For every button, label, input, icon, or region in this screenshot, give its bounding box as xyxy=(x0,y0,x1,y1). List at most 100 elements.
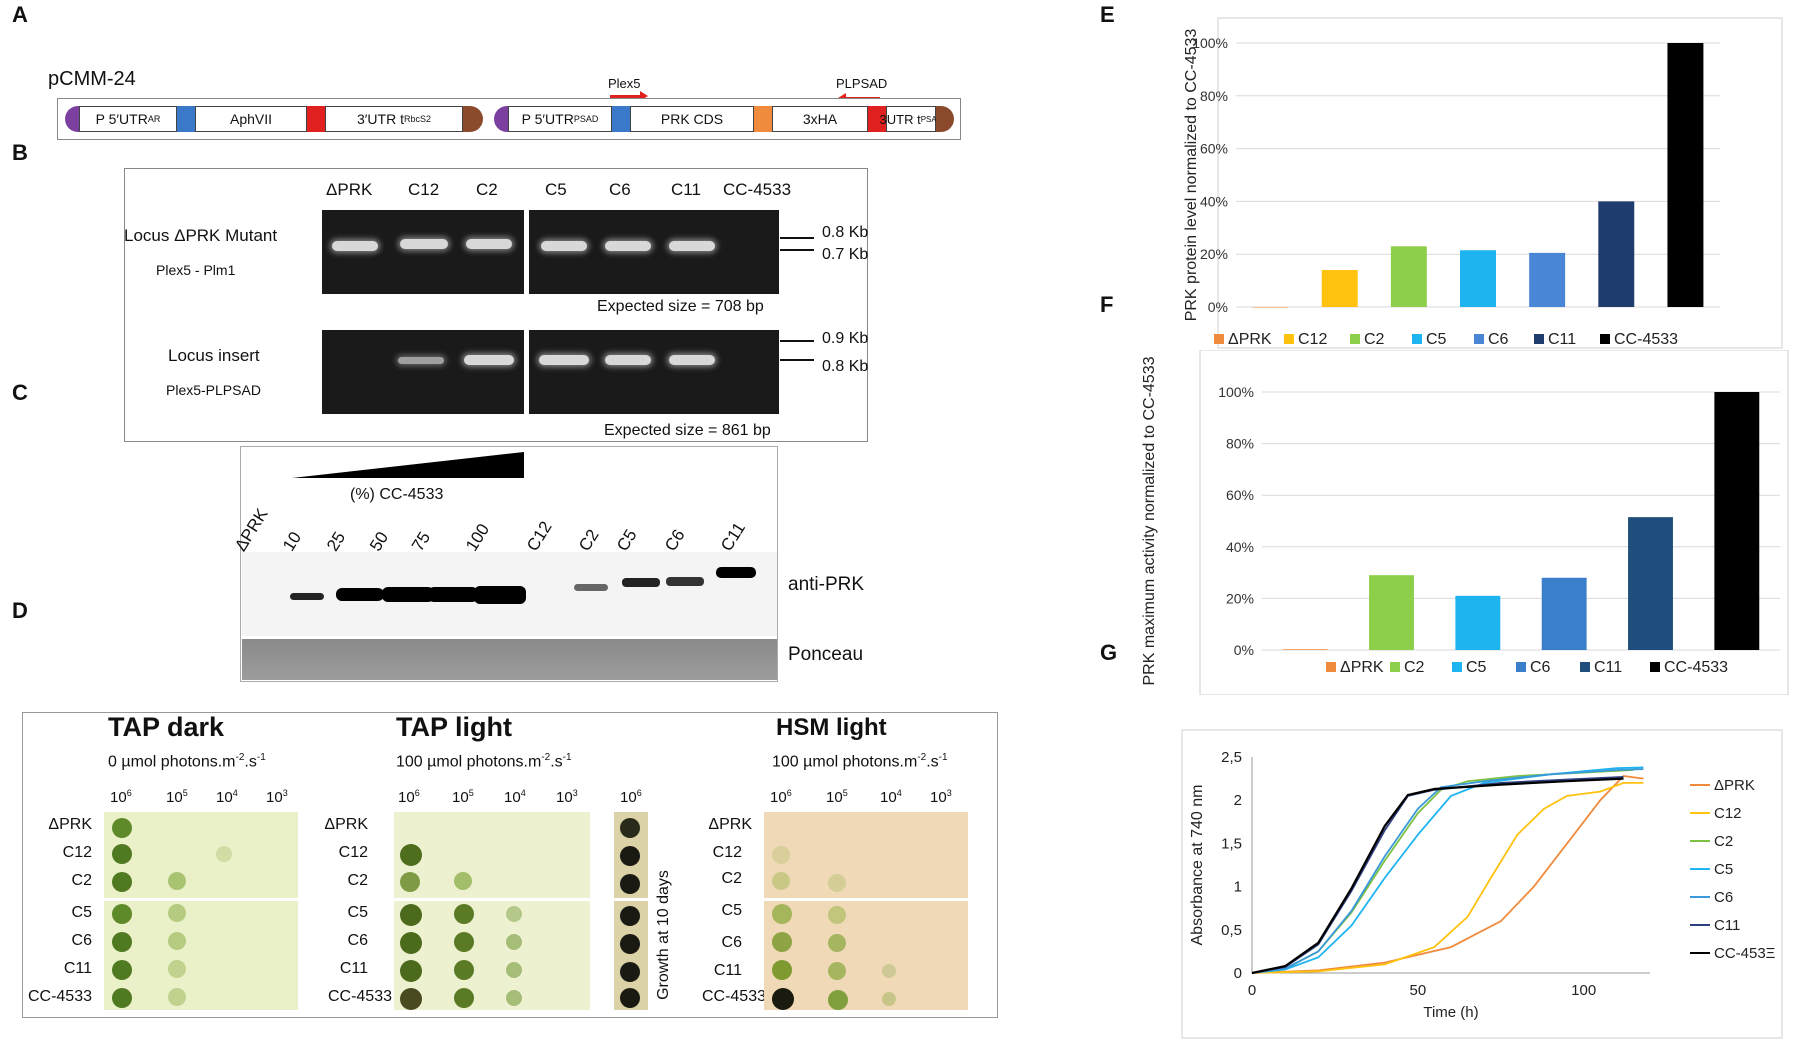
strain-label: C12 xyxy=(62,844,92,861)
panel-letter-f: F xyxy=(1100,292,1114,317)
legend-swatch xyxy=(1390,662,1400,672)
legend-label: C6 xyxy=(1714,889,1733,906)
marker-tick xyxy=(780,340,814,342)
legend-swatch xyxy=(1412,334,1422,344)
gel-lane-c2: C2 xyxy=(476,180,498,199)
bar-C5 xyxy=(1460,250,1496,307)
colony-spot xyxy=(620,934,640,954)
colony-spot xyxy=(168,988,186,1006)
band xyxy=(605,241,651,251)
bar-CC-4533 xyxy=(1667,43,1704,307)
marker-tick xyxy=(780,359,814,361)
y-tick-label: 2,5 xyxy=(1221,749,1242,766)
blot-band xyxy=(290,593,324,600)
blue-marker-2 xyxy=(612,106,630,132)
colony-spot xyxy=(772,988,794,1010)
gradient-wedge xyxy=(292,452,524,478)
colony-spot xyxy=(772,904,792,924)
colony-spot xyxy=(400,988,422,1010)
legend-label: C11 xyxy=(1594,659,1622,676)
legend-label: C5 xyxy=(1426,331,1447,348)
legend-label: C2 xyxy=(1404,659,1425,676)
strain-label: C2 xyxy=(71,872,92,889)
plate-divider xyxy=(614,898,648,901)
promoter-psad-marker xyxy=(494,106,508,132)
colony-spot xyxy=(882,992,896,1006)
colony-spot xyxy=(506,934,522,950)
cassette-aphvii: P 5′UTR AR AphVII 3′UTR t RbcS2 xyxy=(65,106,483,132)
blot-membrane xyxy=(242,552,777,636)
legend-swatch xyxy=(1474,334,1484,344)
legend-swatch xyxy=(1600,334,1610,344)
strain-label: C5 xyxy=(347,904,368,921)
strain-label: C11 xyxy=(339,960,368,977)
gel-lane-dprk: ΔPRK xyxy=(326,180,373,199)
blot-band xyxy=(474,586,526,604)
y-tick-label: 0 xyxy=(1234,965,1242,982)
row2-locus-label: Locus insert xyxy=(168,346,260,365)
x-tick-label: 100 xyxy=(1571,982,1596,999)
primer-plex5-arrowhead xyxy=(640,91,648,101)
panel-letter-c: C xyxy=(12,380,28,405)
gel-row1-left xyxy=(322,210,524,294)
bar-ΔPRK xyxy=(1282,649,1328,650)
legend-swatch xyxy=(1580,662,1590,672)
blot-band xyxy=(716,567,756,578)
colony-spot xyxy=(506,962,522,978)
legend-swatch xyxy=(1284,334,1294,344)
y-tick-label: 0% xyxy=(1208,299,1228,315)
condition-light: 0 µmol photons.m-2.s-1 xyxy=(108,752,266,771)
chart-f: 0% 20% 40% 60% 80% 100% ΔPRK C2 C5 C6 C11 CC-4533 PR… xyxy=(1141,350,1789,695)
panel-letter-b: B xyxy=(12,140,28,165)
bar-C11 xyxy=(1628,517,1673,650)
legend-swatch xyxy=(1452,662,1462,672)
strain-label: CC-4533 xyxy=(27,988,92,1005)
panel-letter-e: E xyxy=(1100,2,1115,27)
construct-frame: P 5′UTR AR AphVII 3′UTR t RbcS2 P 5′UTR PSA… xyxy=(57,98,961,140)
dilution-header: 104 xyxy=(504,788,526,806)
legend-label: C6 xyxy=(1530,659,1551,676)
colony-spot xyxy=(620,846,640,866)
dilution-header: 106 xyxy=(770,788,792,806)
legend-swatch xyxy=(1534,334,1544,344)
seg-aphvii: AphVII xyxy=(195,106,307,132)
y-tick-label: 80% xyxy=(1200,88,1228,104)
colony-spot xyxy=(620,818,640,838)
legend-label: ΔPRK xyxy=(1228,331,1272,348)
dilution-header: 106 xyxy=(620,788,642,806)
legend-label: C12 xyxy=(1298,331,1327,348)
y-tick-label: 1,5 xyxy=(1221,835,1242,852)
colony-spot xyxy=(620,988,640,1008)
band xyxy=(605,355,651,365)
row1-marker-1: 0.8 Kb xyxy=(822,224,869,241)
colony-spot xyxy=(454,932,474,952)
strain-label: C6 xyxy=(721,934,742,951)
condition-title: TAP light xyxy=(396,712,512,742)
gradient-label: (%) CC-4533 xyxy=(350,486,444,503)
legend-label: C11 xyxy=(1548,331,1576,348)
row1-marker-2: 0.7 Kb xyxy=(822,246,869,263)
y-axis-title: PRK protein level normalized to CC-4533 xyxy=(1183,29,1200,322)
band xyxy=(398,357,444,364)
blot-band xyxy=(574,584,608,591)
y-tick-label: 2 xyxy=(1234,792,1242,809)
seg-3utr-psad: 3UTR t PSAD xyxy=(880,106,942,132)
colony-spot xyxy=(400,932,422,954)
x-axis-title: Time (h) xyxy=(1423,1004,1478,1021)
plate-divider xyxy=(394,898,590,901)
legend-swatch xyxy=(1650,662,1660,672)
ponceau-label: Ponceau xyxy=(788,644,864,665)
bar-C11 xyxy=(1598,201,1635,307)
band xyxy=(669,241,715,251)
condition-title: HSM light xyxy=(776,714,887,741)
blue-marker-1 xyxy=(177,106,195,132)
y-tick-label: 100% xyxy=(1218,384,1254,400)
colony-spot xyxy=(112,904,132,924)
bar-C6 xyxy=(1541,577,1587,650)
colony-spot xyxy=(772,932,792,952)
colony-spot xyxy=(168,932,186,950)
terminator-marker-2 xyxy=(936,106,954,132)
gel-lane-c12: C12 xyxy=(408,180,440,199)
panel-letter-d: D xyxy=(12,598,28,623)
y-tick-label: 40% xyxy=(1200,193,1228,209)
